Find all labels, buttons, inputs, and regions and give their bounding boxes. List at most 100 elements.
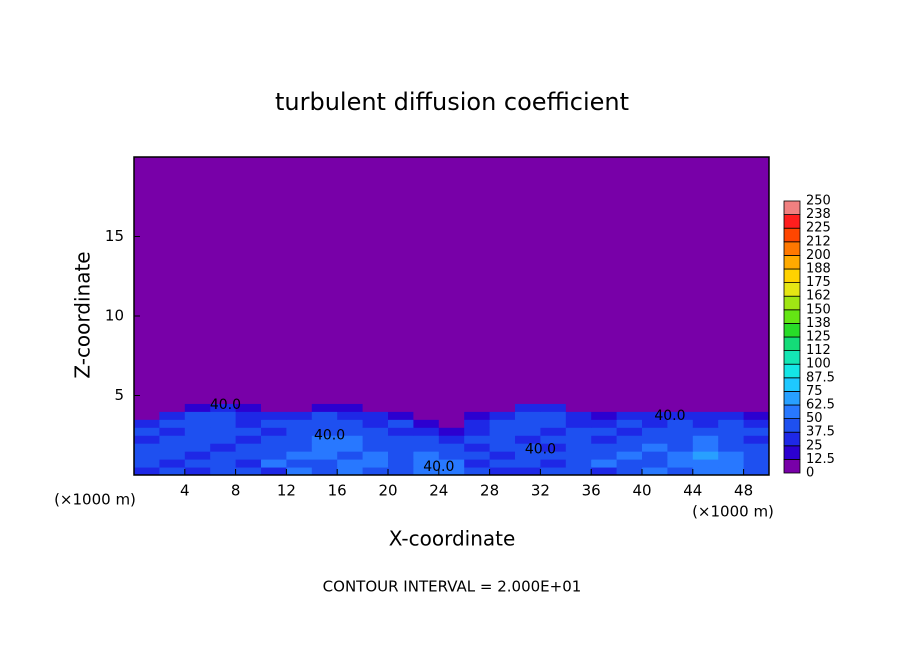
field-cell [565, 435, 592, 444]
field-cell [565, 443, 592, 452]
colorbar-label: 125 [806, 330, 831, 345]
field-cell [743, 443, 770, 452]
field-cell [565, 459, 592, 468]
colorbar-label: 225 [806, 221, 831, 236]
field-cell [616, 435, 643, 444]
field-cell [134, 443, 160, 452]
field-cell [438, 467, 465, 476]
field-cell [718, 459, 745, 468]
field-cell [565, 427, 592, 436]
colorbar-label: 37.5 [806, 425, 835, 440]
field-cell [210, 467, 237, 476]
field-cell [362, 419, 389, 428]
field-cell [515, 395, 541, 404]
colorbar-swatch [783, 254, 801, 270]
field-cell [362, 403, 389, 412]
colorbar-label: 238 [806, 207, 831, 222]
x-tick-label: 8 [231, 482, 241, 500]
field-cell [286, 427, 313, 436]
field-cell [413, 435, 440, 444]
field-cell [337, 443, 364, 452]
colorbar-label: 75 [806, 384, 823, 399]
field-cell [591, 411, 618, 420]
field-cell [515, 435, 541, 444]
field-cell [515, 403, 541, 412]
field-cell [616, 467, 643, 476]
field-cell [515, 451, 541, 460]
colorbar-swatch [783, 390, 801, 406]
field-cell [718, 443, 745, 452]
colorbar-swatch [783, 322, 801, 338]
field-cell [515, 459, 541, 468]
contour-label: 40.0 [423, 459, 454, 475]
field-cell [235, 427, 262, 436]
field-cell [616, 411, 643, 420]
field-cell [362, 411, 389, 420]
x-tick-label: 12 [277, 482, 296, 500]
field-cell [235, 395, 262, 404]
x-unit-label: (×1000 m) [692, 503, 774, 521]
field-cell [616, 443, 643, 452]
field-cell [134, 451, 160, 460]
contour-label: 40.0 [654, 408, 685, 424]
field-cell [718, 427, 745, 436]
field-cell [743, 451, 770, 460]
field-cell [692, 395, 719, 404]
colorbar-label: 150 [806, 302, 831, 317]
field-cell [286, 467, 313, 476]
field-cell [667, 411, 694, 420]
field-cell [210, 419, 237, 428]
field-cell [540, 419, 567, 428]
field-cell [616, 395, 643, 404]
field-cell [134, 411, 160, 420]
x-tick-label: 16 [328, 482, 347, 500]
colorbar-swatch [783, 363, 801, 379]
field-cell [362, 395, 389, 404]
field-cell [565, 411, 592, 420]
colorbar-swatch [783, 241, 801, 256]
field-cell [286, 459, 313, 468]
x-tick-label: 28 [480, 482, 499, 500]
field-cell [286, 443, 313, 452]
field-cell [413, 411, 440, 420]
field-cell [464, 403, 491, 412]
field-cell [413, 403, 440, 412]
field-cell [337, 459, 364, 468]
field-cell [261, 419, 287, 428]
field-cell [565, 451, 592, 460]
field-cell [667, 459, 694, 468]
field-cell [159, 411, 186, 420]
field-cell [311, 411, 338, 420]
field-cell [388, 403, 414, 412]
field-cell [565, 395, 592, 404]
colorbar-swatch [783, 200, 801, 216]
field-cell [540, 395, 567, 404]
colorbar-swatch [783, 350, 801, 365]
field-cell [362, 435, 389, 444]
field-cell [692, 443, 719, 452]
x-unit-label: (×1000 m) [54, 491, 136, 509]
field-cell [718, 395, 745, 404]
field-cell [184, 443, 211, 452]
field-cell [591, 419, 618, 428]
footer: CONTOUR INTERVAL = 2.000E+01 [323, 578, 582, 596]
field-cell [565, 467, 592, 476]
field-cell [642, 451, 668, 460]
field-cell [692, 435, 719, 444]
field-cell [438, 427, 465, 436]
field-cell [235, 467, 262, 476]
field-cell [134, 395, 160, 404]
field-cell [489, 467, 516, 476]
field-cell [642, 459, 668, 468]
field-cell [311, 467, 338, 476]
field-cell [540, 435, 567, 444]
field-cell [540, 451, 567, 460]
field-cell [261, 459, 287, 468]
field-cell [134, 403, 160, 412]
field-cell [515, 427, 541, 436]
field-cell [184, 427, 211, 436]
field-cell [464, 459, 491, 468]
field-cell [540, 411, 567, 420]
field-cell [337, 451, 364, 460]
field-cell [692, 403, 719, 412]
